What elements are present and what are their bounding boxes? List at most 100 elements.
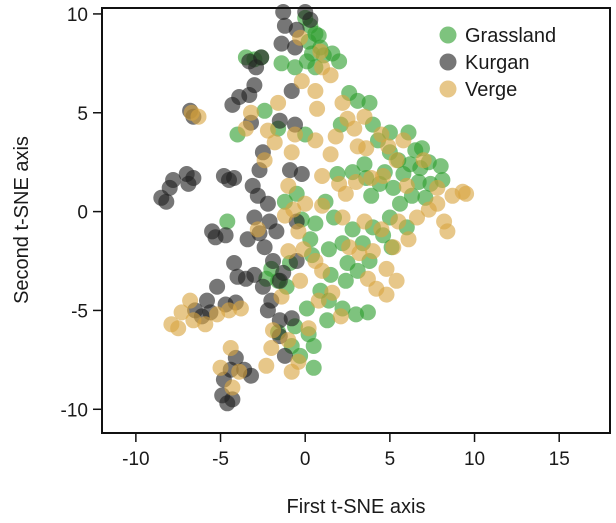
point-kurgan-76	[275, 264, 292, 281]
point-grassland-39	[385, 179, 402, 196]
point-verge-67	[212, 359, 229, 376]
point-kurgan-55	[209, 278, 226, 295]
point-verge-19	[380, 138, 397, 155]
point-verge-56	[273, 288, 290, 305]
point-verge-68	[182, 292, 199, 309]
x-tick-label: -10	[122, 449, 149, 470]
point-kurgan-48	[217, 227, 234, 244]
x-axis: -10 -5 0 5 10 15	[122, 433, 570, 470]
point-grassland-23	[256, 102, 273, 119]
point-grassland-71	[319, 312, 336, 329]
point-verge-55	[310, 292, 327, 309]
point-verge-84	[341, 239, 358, 256]
point-kurgan-33	[259, 195, 276, 212]
point-verge-27	[348, 174, 364, 190]
point-grassland-90	[219, 213, 236, 230]
point-grassland-84	[356, 156, 373, 173]
point-verge-77	[364, 243, 381, 260]
point-verge-60	[263, 340, 280, 356]
point-grassland-16	[324, 45, 341, 62]
point-verge-36	[458, 185, 475, 202]
point-verge-44	[334, 209, 351, 226]
point-verge-15	[322, 146, 339, 163]
point-verge-33	[429, 179, 446, 196]
point-verge-94	[334, 94, 351, 111]
point-verge-21	[190, 108, 207, 125]
point-verge-0	[312, 43, 329, 60]
point-verge-22	[243, 104, 259, 121]
plot-frame	[101, 7, 611, 434]
x-tick-label: 0	[300, 449, 311, 470]
point-verge-14	[307, 132, 324, 149]
point-verge-31	[398, 177, 415, 194]
point-kurgan-24	[158, 193, 175, 210]
point-kurgan-15	[271, 112, 288, 129]
point-grassland-76	[305, 338, 322, 354]
point-grassland-13	[273, 55, 290, 72]
point-verge-38	[439, 223, 456, 240]
point-kurgan-14	[224, 96, 241, 113]
point-verge-87	[256, 152, 273, 169]
point-verge-64	[224, 379, 241, 396]
point-kurgan-26	[165, 172, 182, 188]
point-verge-90	[324, 284, 341, 301]
x-tick-label: 5	[385, 449, 396, 470]
point-verge-95	[395, 132, 412, 149]
y-tick-label: -10	[61, 400, 88, 421]
point-grassland-56	[320, 241, 337, 258]
point-verge-49	[290, 223, 307, 240]
point-verge-63	[290, 353, 307, 370]
point-grassland-42	[392, 195, 408, 212]
point-verge-43	[356, 213, 373, 230]
legend-marker-grassland	[439, 26, 457, 44]
point-verge-50	[280, 243, 297, 260]
point-kurgan-53	[254, 278, 271, 295]
point-verge-69	[173, 304, 190, 321]
point-grassland-31	[432, 158, 449, 175]
point-grassland-55	[307, 215, 324, 232]
point-verge-7	[356, 108, 373, 125]
point-verge-10	[259, 122, 276, 139]
point-verge-32	[415, 152, 432, 169]
x-axis-title: First t-SNE axis	[287, 496, 426, 518]
point-verge-85	[385, 239, 402, 256]
point-verge-48	[276, 207, 293, 224]
point-grassland-14	[287, 59, 303, 76]
point-kurgan-17	[283, 83, 300, 99]
point-grassland-41	[363, 187, 380, 204]
point-grassland-51	[344, 221, 361, 238]
point-grassland-93	[414, 140, 430, 157]
point-grassland-78	[305, 359, 322, 376]
legend-marker-kurgan	[439, 53, 457, 71]
point-kurgan-52	[246, 266, 263, 283]
point-verge-18	[373, 126, 390, 143]
point-verge-79	[388, 272, 405, 289]
point-kurgan-73	[276, 347, 293, 364]
point-verge-75	[221, 302, 237, 319]
legend: Grassland Kurgan Verge	[439, 25, 556, 101]
point-kurgan-22	[180, 175, 197, 192]
point-verge-59	[300, 320, 317, 337]
y-tick-label: 5	[77, 104, 88, 125]
point-verge-71	[170, 320, 187, 337]
legend-label-kurgan: Kurgan	[465, 52, 530, 74]
point-verge-92	[270, 94, 287, 111]
x-tick-label: -5	[212, 449, 229, 470]
point-verge-2	[322, 67, 339, 84]
point-kurgan-5	[273, 35, 290, 52]
point-verge-93	[309, 100, 326, 117]
point-verge-5	[292, 29, 309, 46]
point-verge-53	[314, 262, 331, 279]
point-kurgan-62	[259, 302, 276, 319]
y-axis: -10 -5 0 5 10	[61, 5, 102, 421]
point-verge-30	[388, 152, 405, 169]
y-tick-label: 0	[77, 203, 88, 224]
point-kurgan-9	[241, 53, 258, 70]
point-kurgan-47	[204, 223, 221, 240]
point-grassland-18	[349, 92, 366, 109]
point-verge-65	[231, 363, 248, 380]
point-grassland-66	[348, 306, 364, 323]
point-verge-57	[265, 322, 281, 339]
x-tick-label: 10	[464, 449, 485, 470]
point-verge-61	[258, 357, 275, 374]
